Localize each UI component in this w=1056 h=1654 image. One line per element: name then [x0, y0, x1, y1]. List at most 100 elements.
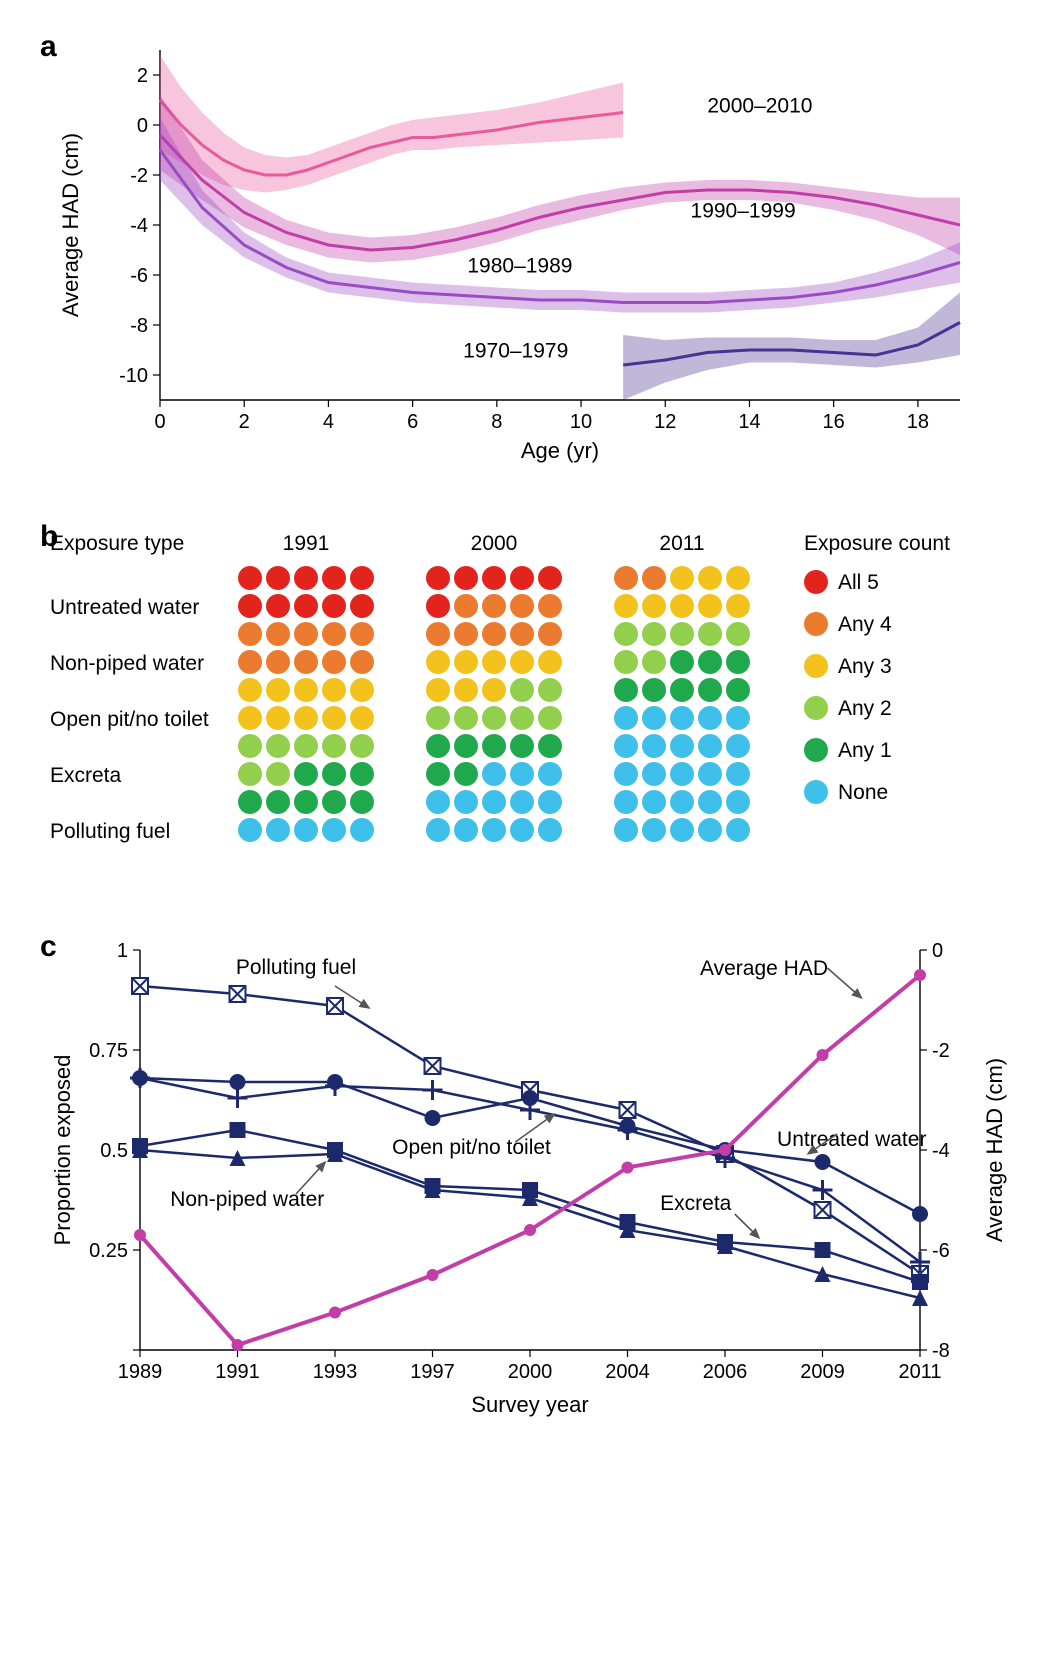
dot — [614, 790, 638, 814]
dot — [350, 650, 374, 674]
svg-text:18: 18 — [907, 411, 929, 433]
dot — [726, 734, 750, 758]
dot — [482, 650, 506, 674]
svg-text:-6: -6 — [130, 265, 148, 287]
dot — [294, 566, 318, 590]
dot — [350, 594, 374, 618]
dot — [538, 678, 562, 702]
dot — [670, 678, 694, 702]
dot — [454, 622, 478, 646]
label-1970-1979: 1970–1979 — [463, 340, 568, 363]
svg-text:-8: -8 — [932, 1340, 950, 1362]
dot — [510, 762, 534, 786]
dot — [726, 650, 750, 674]
dot — [698, 678, 722, 702]
dot — [294, 706, 318, 730]
dot — [454, 734, 478, 758]
dot — [294, 594, 318, 618]
dot — [238, 818, 262, 842]
dot — [698, 734, 722, 758]
dot — [538, 706, 562, 730]
svg-text:Average HAD (cm): Average HAD (cm) — [982, 1058, 1007, 1242]
dot — [426, 678, 450, 702]
dot — [294, 790, 318, 814]
dot — [294, 734, 318, 758]
svg-text:0: 0 — [137, 115, 148, 137]
svg-text:0: 0 — [154, 411, 165, 433]
dot — [726, 790, 750, 814]
dot — [266, 706, 290, 730]
dot — [726, 678, 750, 702]
dot — [238, 706, 262, 730]
dot — [266, 790, 290, 814]
dot — [294, 650, 318, 674]
dot — [698, 762, 722, 786]
dot — [726, 762, 750, 786]
dot — [426, 790, 450, 814]
dot — [510, 650, 534, 674]
dot — [698, 594, 722, 618]
dot — [670, 706, 694, 730]
legend-swatch-2 — [804, 654, 828, 678]
dot — [642, 594, 666, 618]
dot — [322, 566, 346, 590]
dot — [698, 790, 722, 814]
dot — [510, 566, 534, 590]
row-label-1: Non-piped water — [50, 652, 204, 675]
dot — [642, 566, 666, 590]
dot — [482, 678, 506, 702]
dot — [670, 734, 694, 758]
dot — [698, 706, 722, 730]
legend-swatch-5 — [804, 780, 828, 804]
svg-text:Average HAD (cm): Average HAD (cm) — [58, 133, 83, 317]
label-2000-2010: 2000–2010 — [707, 95, 812, 118]
annotation-arrow — [735, 1214, 759, 1238]
dot — [238, 678, 262, 702]
svg-text:14: 14 — [738, 411, 760, 433]
dot — [426, 650, 450, 674]
dot — [322, 650, 346, 674]
svg-text:-6: -6 — [932, 1240, 950, 1262]
dot — [614, 650, 638, 674]
dot — [294, 622, 318, 646]
svg-text:-2: -2 — [932, 1040, 950, 1062]
panel-a-label: a — [40, 30, 57, 64]
dot — [350, 734, 374, 758]
svg-text:10: 10 — [570, 411, 592, 433]
legend-label-3: Any 2 — [838, 697, 892, 720]
panel-a: a 024681012141618-10-8-6-4-202Age (yr)Av… — [40, 30, 1016, 470]
dot — [510, 678, 534, 702]
dot — [510, 594, 534, 618]
svg-text:12: 12 — [654, 411, 676, 433]
label-Open pit/no toilet: Open pit/no toilet — [392, 1136, 551, 1159]
dot — [322, 790, 346, 814]
dot — [698, 650, 722, 674]
legend-swatch-3 — [804, 696, 828, 720]
dot — [642, 622, 666, 646]
panel-b: b Exposure type199120002011Untreated wat… — [40, 520, 1016, 880]
svg-text:1997: 1997 — [410, 1361, 455, 1383]
dot — [538, 762, 562, 786]
dot — [238, 790, 262, 814]
dot — [614, 734, 638, 758]
dot — [670, 650, 694, 674]
col-header-2011: 2011 — [659, 532, 704, 555]
row-label-3: Excreta — [50, 764, 122, 787]
dot — [614, 762, 638, 786]
dot — [426, 566, 450, 590]
svg-text:1: 1 — [117, 940, 128, 962]
dot — [426, 818, 450, 842]
legend-label-4: Any 1 — [838, 739, 892, 762]
dot — [482, 734, 506, 758]
label-Non-piped water: Non-piped water — [170, 1188, 324, 1211]
dot — [726, 566, 750, 590]
dot — [322, 678, 346, 702]
svg-text:4: 4 — [323, 411, 334, 433]
svg-text:0: 0 — [932, 940, 943, 962]
dot — [538, 790, 562, 814]
dot — [350, 566, 374, 590]
dot — [538, 818, 562, 842]
dot — [482, 706, 506, 730]
dot — [482, 790, 506, 814]
dot — [266, 650, 290, 674]
